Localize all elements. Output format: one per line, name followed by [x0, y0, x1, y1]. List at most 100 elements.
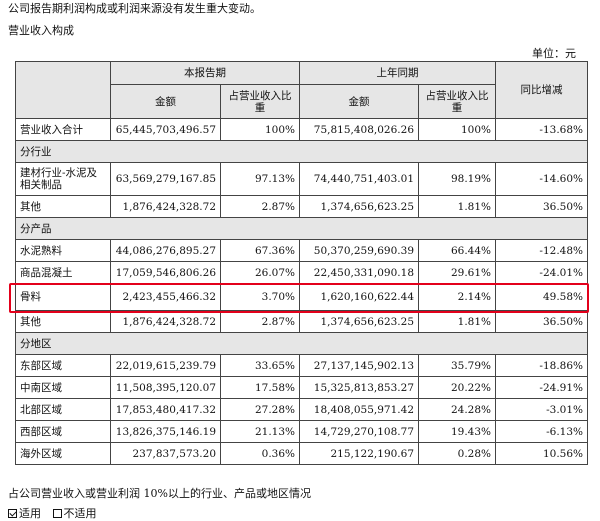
- table-row: 水泥熟料 44,086,276,895.27 67.36% 50,370,259,69…: [15, 239, 588, 262]
- header-previous-amount: 金额: [299, 84, 419, 119]
- previous-amount: 15,325,813,853.27: [299, 376, 419, 399]
- section-row: 分产品: [15, 217, 588, 240]
- highlight-box: [9, 283, 589, 313]
- header-blank: [15, 61, 111, 119]
- previous-share: 1.81%: [418, 195, 496, 218]
- yoy-change: 10.56%: [495, 442, 588, 465]
- previous-share: 66.44%: [418, 239, 496, 262]
- current-amount: 44,086,276,895.27: [110, 239, 221, 262]
- current-share: 2.87%: [220, 310, 300, 333]
- row-label: 其他: [15, 310, 111, 333]
- table-row: 北部区域 17,853,480,417.32 27.28% 18,408,055,97…: [15, 398, 588, 421]
- section-title-cell: 分地区: [15, 332, 588, 355]
- current-share: 0.36%: [220, 442, 300, 465]
- section-title: 营业收入构成: [8, 24, 74, 37]
- previous-share: 0.28%: [418, 442, 496, 465]
- section-row: 分行业: [15, 140, 588, 163]
- section-title-cell: 分产品: [15, 217, 588, 240]
- yoy-change: 36.50%: [495, 310, 588, 333]
- revenue-table: 本报告期 上年同期 同比增减 金额 占营业收入比重 金额 占营业收入比重 营业收…: [15, 61, 588, 465]
- previous-amount: 18,408,055,971.42: [299, 398, 419, 421]
- row-label: 中南区域: [15, 376, 111, 399]
- unit-label: 单位：元: [532, 47, 576, 60]
- previous-amount: 74,440,751,403.01: [299, 162, 419, 196]
- table-row: 西部区域 13,826,375,146.19 21.13% 14,729,270,10…: [15, 420, 588, 443]
- previous-amount: 75,815,408,026.26: [299, 118, 419, 141]
- previous-share: 100%: [418, 118, 496, 141]
- previous-share: 20.22%: [418, 376, 496, 399]
- row-label: 骨料: [15, 283, 111, 311]
- header-current-amount: 金额: [110, 84, 221, 119]
- table-row: 东部区域 22,019,615,239.79 33.65% 27,137,145,90…: [15, 354, 588, 377]
- section-row: 分地区: [15, 332, 588, 355]
- yoy-change: -3.01%: [495, 398, 588, 421]
- previous-amount: 14,729,270,108.77: [299, 420, 419, 443]
- current-share: 26.07%: [220, 261, 300, 284]
- row-label: 其他: [15, 195, 111, 218]
- yoy-change: -6.13%: [495, 420, 588, 443]
- previous-share: 19.43%: [418, 420, 496, 443]
- current-share: 33.65%: [220, 354, 300, 377]
- previous-share: 1.81%: [418, 310, 496, 333]
- previous-amount: 22,450,331,090.18: [299, 261, 419, 284]
- table-row: 海外区域 237,837,573.20 0.36% 215,122,190.67 0.2…: [15, 442, 588, 465]
- checked-box-icon: [8, 509, 17, 518]
- table-row: 其他 1,876,424,328.72 2.87% 1,374,656,623.25 1…: [15, 310, 588, 333]
- current-amount: 237,837,573.20: [110, 442, 221, 465]
- previous-share: 98.19%: [418, 162, 496, 196]
- current-amount: 13,826,375,146.19: [110, 420, 221, 443]
- row-label: 西部区域: [15, 420, 111, 443]
- table-row: 骨料 2,423,455,466.32 3.70% 1,620,160,622.44 2…: [15, 283, 588, 311]
- yoy-change: -13.68%: [495, 118, 588, 141]
- header-previous-period: 上年同期: [299, 61, 496, 85]
- row-label: 营业收入合计: [15, 118, 111, 141]
- previous-amount: 1,374,656,623.25: [299, 310, 419, 333]
- row-label: 商品混凝土: [15, 261, 111, 284]
- table-row: 中南区域 11,508,395,120.07 17.58% 15,325,813,85…: [15, 376, 588, 399]
- current-share: 27.28%: [220, 398, 300, 421]
- previous-amount: 215,122,190.67: [299, 442, 419, 465]
- table-row: 其他 1,876,424,328.72 2.87% 1,374,656,623.25 1…: [15, 195, 588, 218]
- header-current-period: 本报告期: [110, 61, 300, 85]
- current-share: 67.36%: [220, 239, 300, 262]
- current-share: 17.58%: [220, 376, 300, 399]
- previous-amount: 27,137,145,902.13: [299, 354, 419, 377]
- current-amount: 11,508,395,120.07: [110, 376, 221, 399]
- yoy-change: -18.86%: [495, 354, 588, 377]
- current-amount: 65,445,703,496.57: [110, 118, 221, 141]
- current-share: 2.87%: [220, 195, 300, 218]
- header-previous-share: 占营业收入比重: [418, 84, 496, 119]
- intro-text: 公司报告期利润构成或利润来源没有发生重大变动。: [8, 2, 261, 15]
- option-applicable[interactable]: 适用: [8, 507, 41, 520]
- previous-amount: 50,370,259,690.39: [299, 239, 419, 262]
- row-label: 东部区域: [15, 354, 111, 377]
- current-share: 97.13%: [220, 162, 300, 196]
- row-label: 北部区域: [15, 398, 111, 421]
- row-label: 建材行业-水泥及相关制品: [15, 162, 111, 196]
- previous-share: 35.79%: [418, 354, 496, 377]
- current-amount: 1,876,424,328.72: [110, 195, 221, 218]
- current-share: 100%: [220, 118, 300, 141]
- option-not-applicable[interactable]: 不适用: [52, 507, 97, 520]
- current-amount: 22,019,615,239.79: [110, 354, 221, 377]
- table-row: 商品混凝土 17,059,546,806.26 26.07% 22,450,331,0…: [15, 261, 588, 284]
- applicability-options: 适用 不适用: [8, 505, 105, 521]
- previous-amount: 1,374,656,623.25: [299, 195, 419, 218]
- header-current-share: 占营业收入比重: [220, 84, 300, 119]
- previous-share: 29.61%: [418, 261, 496, 284]
- current-amount: 17,853,480,417.32: [110, 398, 221, 421]
- total-row: 营业收入合计 65,445,703,496.57 100% 75,815,408…: [15, 118, 588, 141]
- yoy-change: -12.48%: [495, 239, 588, 262]
- row-label: 海外区域: [15, 442, 111, 465]
- section-title-cell: 分行业: [15, 140, 588, 163]
- empty-box-icon: [52, 509, 62, 518]
- yoy-change: -24.01%: [495, 261, 588, 284]
- header-yoy: 同比增减: [495, 61, 588, 119]
- option-label: 不适用: [63, 507, 97, 520]
- current-amount: 63,569,279,167.85: [110, 162, 221, 196]
- yoy-change: 36.50%: [495, 195, 588, 218]
- current-amount: 17,059,546,806.26: [110, 261, 221, 284]
- option-label: 适用: [19, 507, 41, 520]
- row-label: 水泥熟料: [15, 239, 111, 262]
- table-row: 建材行业-水泥及相关制品 63,569,279,167.85 97.13% 74,44…: [15, 162, 588, 196]
